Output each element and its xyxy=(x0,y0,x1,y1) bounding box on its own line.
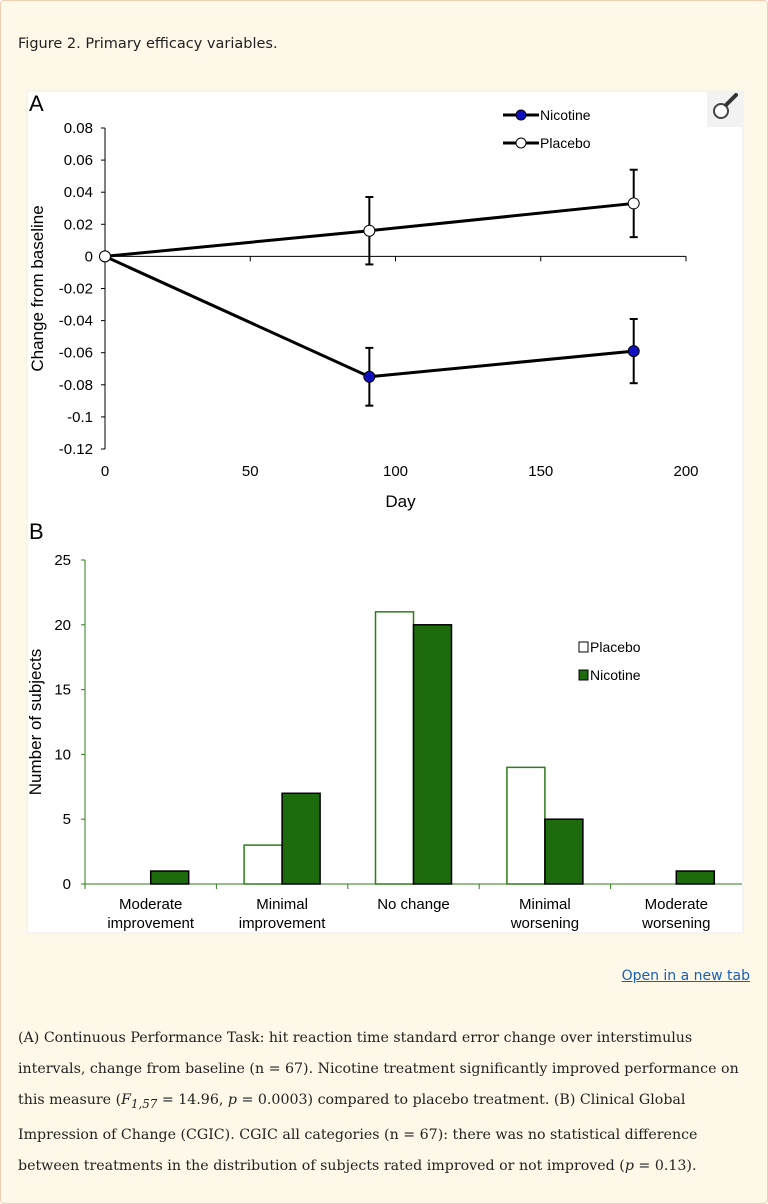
x-tick-label: No change xyxy=(377,896,450,913)
caption-f-sub: 1,57 xyxy=(130,1096,158,1111)
y-tick-label: 15 xyxy=(54,682,71,699)
chart-b: 0 5 10 15 20 25 Number of subjects Moderate impr… xyxy=(26,552,742,932)
y-tick-label: 0.06 xyxy=(64,152,93,169)
nicotine-point xyxy=(363,370,376,383)
nicotine-bar xyxy=(412,624,453,885)
caption-text: (A) Continuous Performance Task: hit rea… xyxy=(18,1030,739,1108)
nicotine-bar xyxy=(544,818,584,885)
x-tick-label: improvement xyxy=(239,915,327,932)
y-tick-label: -0.06 xyxy=(59,345,93,362)
panel-label-b: B xyxy=(29,519,44,544)
magnifier-icon[interactable] xyxy=(707,91,743,127)
placebo-point xyxy=(363,224,376,237)
y-axis-label: Change from baseline xyxy=(28,205,47,371)
caption-text: = 0.13). xyxy=(633,1157,697,1174)
y-tick-label: 0 xyxy=(63,876,71,893)
x-axis-label: Day xyxy=(385,492,416,511)
figure-title: Figure 2. Primary efficacy variables. xyxy=(18,36,278,52)
x-tick-label: Minimal xyxy=(519,896,571,913)
figure-caption: (A) Continuous Performance Task: hit rea… xyxy=(18,1023,753,1182)
nicotine-bar xyxy=(675,870,716,885)
legend-marker-nicotine xyxy=(515,109,527,121)
placebo-bar xyxy=(506,766,546,885)
y-tick-label: 10 xyxy=(54,746,71,763)
nicotine-bar xyxy=(281,792,321,885)
y-axis-label: Number of subjects xyxy=(26,649,45,795)
y-tick-label: -0.1 xyxy=(67,409,93,426)
caption-text: = 0.0003) compared to placebo treatment.… xyxy=(18,1092,698,1174)
x-tick-label: 150 xyxy=(528,463,553,480)
x-tick-label: 50 xyxy=(242,463,259,480)
x-tick-label: 0 xyxy=(101,463,109,480)
y-tick-label: -0.04 xyxy=(59,313,93,330)
legend-marker-nicotine xyxy=(578,669,589,681)
x-tick-label: Moderate xyxy=(645,896,708,913)
panel-label-a: A xyxy=(29,91,44,116)
x-tick-label: Moderate xyxy=(119,896,182,913)
legend-marker-placebo xyxy=(578,641,589,653)
y-tick-label: 20 xyxy=(54,617,71,634)
legend-marker-placebo xyxy=(515,137,527,149)
y-tick-label: -0.02 xyxy=(59,281,93,298)
legend-label-placebo: Placebo xyxy=(540,135,591,151)
x-tick-label: Minimal xyxy=(256,896,308,913)
y-tick-label: 0 xyxy=(85,248,93,265)
y-tick-label: 0.04 xyxy=(64,184,93,201)
figure-image: A B 0.08 0.06 0.04 0.02 0 -0.02 -0.04 -0.06 -0.0… xyxy=(26,90,744,934)
caption-p: p xyxy=(227,1092,237,1108)
y-tick-label: -0.12 xyxy=(59,441,93,458)
legend-label-nicotine: Nicotine xyxy=(590,667,641,683)
caption-p: p xyxy=(624,1157,634,1174)
chart-a: 0.08 0.06 0.04 0.02 0 -0.02 -0.04 -0.06 -0.08 -0.… xyxy=(28,107,699,511)
placebo-point xyxy=(99,250,111,263)
x-tick-label: 100 xyxy=(383,463,408,480)
legend-label-placebo: Placebo xyxy=(590,639,641,655)
placebo-bar xyxy=(243,844,283,885)
caption-f: F xyxy=(121,1092,131,1108)
placebo-point xyxy=(627,197,640,210)
open-in-new-tab-link[interactable]: Open in a new tab xyxy=(621,968,750,984)
x-tick-label: worsening xyxy=(641,915,710,932)
y-tick-label: 0.08 xyxy=(64,120,93,137)
x-tick-label: improvement xyxy=(107,915,195,932)
placebo-bar xyxy=(374,611,415,885)
nicotine-bar xyxy=(149,870,190,885)
x-tick-label: worsening xyxy=(510,915,579,932)
y-tick-label: 25 xyxy=(54,552,71,569)
y-tick-label: 5 xyxy=(63,811,71,828)
y-tick-label: 0.02 xyxy=(64,216,93,233)
caption-text: = 14.96, xyxy=(157,1092,228,1108)
x-tick-label: 200 xyxy=(673,463,698,480)
y-tick-label: -0.08 xyxy=(59,377,93,394)
legend-label-nicotine: Nicotine xyxy=(540,107,591,123)
nicotine-point xyxy=(627,345,640,358)
